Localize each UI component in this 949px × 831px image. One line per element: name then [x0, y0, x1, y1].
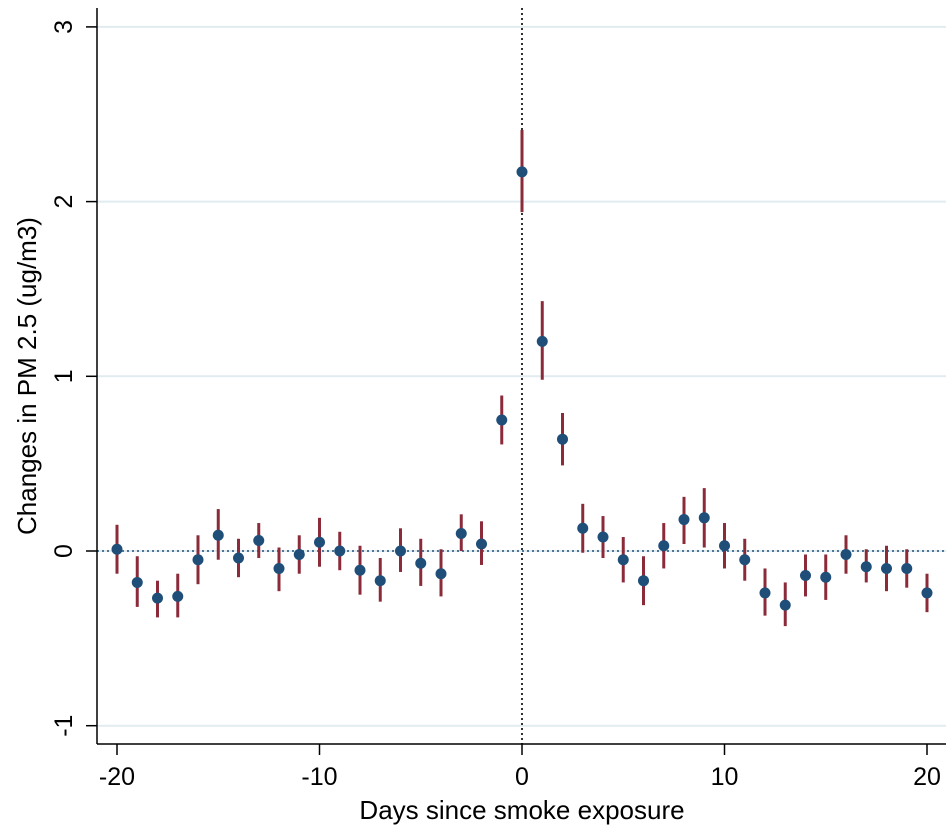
x-axis-title: Days since smoke exposure	[359, 795, 684, 825]
point-estimate	[334, 545, 346, 557]
point-estimate	[860, 561, 872, 573]
point-estimate	[779, 599, 791, 611]
point-estimate	[233, 552, 244, 564]
point-estimate	[354, 564, 366, 576]
x-tick-label: 0	[515, 763, 529, 791]
point-estimate	[698, 512, 710, 524]
x-tick-label: -10	[301, 763, 337, 791]
point-estimate	[314, 536, 325, 548]
point-estimate	[131, 576, 143, 588]
point-estimate	[617, 554, 629, 566]
point-estimate	[455, 528, 467, 540]
point-estimate	[415, 557, 427, 569]
point-estimate	[577, 522, 589, 534]
point-estimate	[901, 562, 913, 574]
point-estimate	[719, 540, 730, 552]
point-estimate	[739, 554, 751, 566]
point-estimate	[496, 414, 508, 426]
point-estimate	[597, 531, 609, 543]
point-estimate	[658, 540, 670, 552]
point-estimate	[253, 535, 265, 547]
point-estimate	[800, 569, 811, 581]
point-estimate	[395, 545, 406, 557]
point-estimate	[638, 575, 649, 587]
point-estimate	[516, 166, 528, 178]
point-estimate	[435, 568, 447, 580]
x-tick-label: -20	[99, 763, 135, 791]
y-tick-label: 3	[50, 20, 78, 34]
point-estimate	[192, 554, 204, 566]
y-tick-label: 0	[50, 544, 78, 558]
x-tick-label: 20	[913, 763, 941, 791]
y-tick-label: -1	[50, 715, 78, 737]
point-estimate	[678, 514, 690, 526]
point-estimate	[921, 587, 933, 599]
point-estimate	[172, 590, 184, 602]
y-tick-label: 2	[50, 195, 78, 209]
point-estimate	[273, 562, 285, 574]
point-estimate	[840, 548, 852, 560]
x-tick-label: 10	[711, 763, 739, 791]
y-tick-label: 1	[50, 369, 78, 383]
point-estimate	[111, 543, 123, 555]
point-estimate	[374, 575, 386, 587]
point-estimate	[557, 433, 568, 445]
point-estimate	[881, 562, 892, 574]
point-estimates	[111, 166, 933, 611]
point-estimate	[476, 538, 487, 550]
point-estimate	[152, 592, 163, 604]
point-estimate	[820, 571, 832, 583]
point-estimate	[759, 587, 771, 599]
y-axis-title: Changes in PM 2.5 (ug/m3)	[12, 217, 42, 535]
point-estimate	[536, 335, 548, 347]
point-estimate	[212, 529, 224, 541]
point-estimate	[293, 548, 305, 560]
